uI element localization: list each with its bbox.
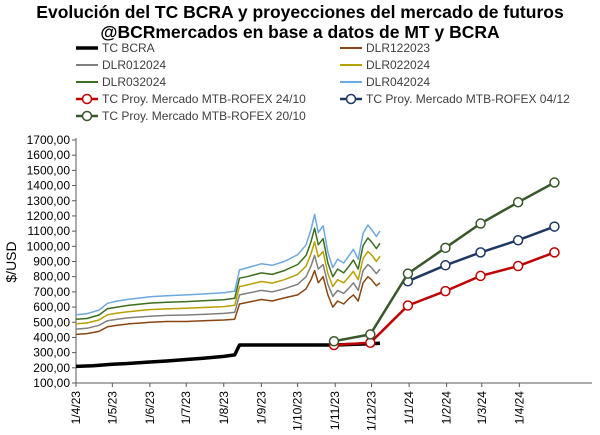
- legend-marker: [81, 110, 93, 122]
- x-tick-label: 1/2/24: [440, 391, 454, 425]
- series-point: [402, 300, 414, 311]
- y-tick-label: 1600,00: [27, 148, 71, 162]
- y-tick-label: 500,00: [33, 315, 70, 329]
- x-tick-label: 1/10/23: [291, 391, 305, 431]
- y-tick-label: 600,00: [33, 300, 70, 314]
- y-tick-label: 1300,00: [27, 194, 71, 208]
- y-tick-label: 100,00: [33, 376, 70, 390]
- y-tick-label: 900,00: [33, 255, 70, 269]
- legend-label: TC BCRA: [102, 41, 155, 55]
- series-point: [549, 221, 560, 232]
- series-line: [75, 241, 381, 325]
- series-line: [75, 227, 381, 320]
- y-tick-label: 300,00: [33, 346, 70, 360]
- legend-label: DLR122023: [366, 41, 430, 55]
- series-line: [75, 269, 381, 336]
- series-point: [475, 270, 486, 282]
- legend-label: DLR042024: [366, 75, 430, 89]
- series-line: [75, 213, 381, 316]
- series-point: [512, 260, 524, 272]
- series-point: [440, 260, 451, 271]
- legend-label: TC Proy. Mercado MTB-ROFEX 04/12: [366, 92, 570, 106]
- series-point: [475, 247, 486, 258]
- x-tick-label: 1/3/24: [475, 391, 489, 425]
- series-point: [440, 285, 451, 297]
- x-tick-label: 1/9/23: [254, 391, 268, 425]
- chart-subtitle: @BCRmercados en base a datos de MT y BCR…: [100, 22, 500, 42]
- x-tick-label: 1/4/23: [69, 391, 83, 425]
- chart-title: Evolución del TC BCRA y proyecciones del…: [36, 2, 564, 22]
- series-point: [512, 197, 524, 208]
- x-tick-label: 1/12/23: [365, 391, 379, 431]
- legend-marker: [345, 93, 357, 105]
- series-point: [549, 177, 560, 188]
- series-point: [549, 247, 560, 258]
- y-tick-label: 1500,00: [27, 163, 71, 177]
- y-tick-label: 200,00: [33, 361, 70, 375]
- y-tick-label: 700,00: [33, 285, 70, 299]
- x-tick-label: 1/7/23: [179, 391, 193, 425]
- x-tick-label: 1/1/24: [402, 391, 416, 425]
- x-tick-label: 1/6/23: [143, 391, 157, 425]
- legend-label: DLR012024: [102, 58, 166, 72]
- x-tick-label: 1/5/23: [105, 391, 119, 425]
- x-tick-label: 1/4/24: [512, 391, 526, 425]
- series-point: [475, 218, 486, 229]
- series-point: [328, 335, 340, 347]
- y-tick-label: 1200,00: [27, 209, 71, 223]
- legend-marker: [81, 93, 93, 105]
- legend-label: TC Proy. Mercado MTB-ROFEX 24/10: [102, 92, 306, 106]
- series-point: [402, 268, 414, 279]
- legend-label: DLR032024: [102, 75, 166, 89]
- series-point: [512, 234, 524, 246]
- y-tick-label: 1100,00: [28, 224, 71, 238]
- x-tick-label: 1/11/23: [328, 391, 342, 430]
- y-tick-label: 1400,00: [27, 179, 71, 193]
- y-tick-label: 800,00: [33, 270, 70, 284]
- y-tick-label: 400,00: [33, 330, 70, 344]
- y-axis-label: $/USD: [3, 241, 19, 282]
- legend-label: TC Proy. Mercado MTB-ROFEX 20/10: [102, 109, 306, 123]
- y-tick-label: 1700,00: [27, 133, 71, 147]
- y-tick-label: 1000,00: [27, 239, 71, 253]
- x-tick-label: 1/8/23: [217, 391, 231, 425]
- series-point: [365, 329, 376, 340]
- series-point: [440, 242, 451, 254]
- series-line: [75, 254, 381, 330]
- legend-label: DLR022024: [366, 58, 430, 72]
